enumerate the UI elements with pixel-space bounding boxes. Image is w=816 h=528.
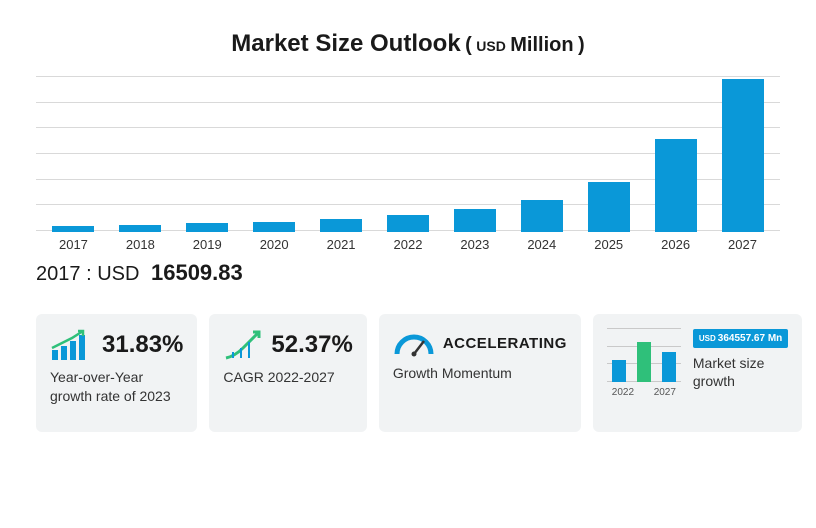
chart-x-label: 2021 (311, 237, 371, 252)
readout-line: 2017 : USD 16509.83 (36, 260, 780, 286)
card-growth: 2022 2027 USD364557.67 Mn Market size gro… (593, 314, 802, 432)
market-size-bar-chart: 2017201820192020202120222023202420252026… (36, 76, 780, 246)
chart-x-label: 2018 (110, 237, 170, 252)
growth-badge-value: 364557.67 Mn (718, 333, 783, 344)
chart-bar (253, 222, 295, 232)
growth-badge: USD364557.67 Mn (693, 329, 788, 348)
bar-trend-icon (50, 328, 94, 362)
chart-x-label: 2022 (378, 237, 438, 252)
chart-x-label: 2019 (177, 237, 237, 252)
title-main: Market Size Outlook (231, 30, 460, 57)
growth-caption: Market size growth (693, 354, 788, 390)
chart-bar (655, 139, 697, 232)
title-paren-close: ) (578, 34, 585, 56)
card-cagr: 52.37% CAGR 2022-2027 (209, 314, 366, 432)
mini-bar (662, 352, 676, 382)
chart-x-label: 2024 (512, 237, 572, 252)
mini-bar-chart: 2022 2027 (607, 328, 681, 398)
growth-arrow-icon (223, 328, 263, 362)
mini-bar (637, 342, 651, 383)
chart-bar (722, 79, 764, 232)
chart-bar (521, 200, 563, 232)
yoy-value: 31.83% (102, 331, 183, 359)
title-paren-open: ( (465, 34, 472, 56)
momentum-caption: Growth Momentum (393, 364, 567, 383)
gauge-icon (393, 328, 435, 358)
chart-bar (387, 215, 429, 232)
card-yoy: 31.83% Year-over-Year growth rate of 202… (36, 314, 197, 432)
chart-x-labels: 2017 2018 2019 2020 2021 2022 2023 2024 2025 2026… (36, 237, 780, 252)
page-title: Market Size Outlook ( USD Million ) (36, 30, 780, 58)
mini-x-label: 2027 (654, 387, 676, 398)
chart-bar (52, 226, 94, 232)
chart-bar (119, 225, 161, 232)
chart-x-label: 2026 (646, 237, 706, 252)
chart-x-label: 2023 (445, 237, 505, 252)
card-momentum: ACCELERATING Growth Momentum (379, 314, 581, 432)
mini-x-label: 2022 (612, 387, 634, 398)
chart-bars (36, 77, 780, 232)
chart-x-label: 2025 (579, 237, 639, 252)
cagr-value: 52.37% (271, 331, 352, 359)
yoy-caption: Year-over-Year growth rate of 2023 (50, 368, 183, 406)
chart-bar (186, 223, 228, 232)
chart-x-label: 2017 (43, 237, 103, 252)
chart-bar (454, 209, 496, 232)
chart-bar (588, 182, 630, 232)
title-usd: USD (476, 38, 506, 54)
readout-currency: USD (97, 263, 139, 285)
cagr-caption: CAGR 2022-2027 (223, 368, 352, 387)
growth-badge-usd: USD (699, 334, 716, 343)
chart-bar (320, 219, 362, 232)
metric-cards-row: 31.83% Year-over-Year growth rate of 202… (36, 314, 780, 432)
momentum-label: ACCELERATING (443, 335, 567, 352)
title-unit: Million (510, 34, 573, 56)
mini-bar (612, 360, 626, 382)
readout-value: 16509.83 (151, 260, 243, 285)
readout-year: 2017 (36, 263, 81, 285)
readout-sep: : (86, 263, 92, 285)
chart-x-label: 2020 (244, 237, 304, 252)
chart-x-label: 2027 (713, 237, 773, 252)
